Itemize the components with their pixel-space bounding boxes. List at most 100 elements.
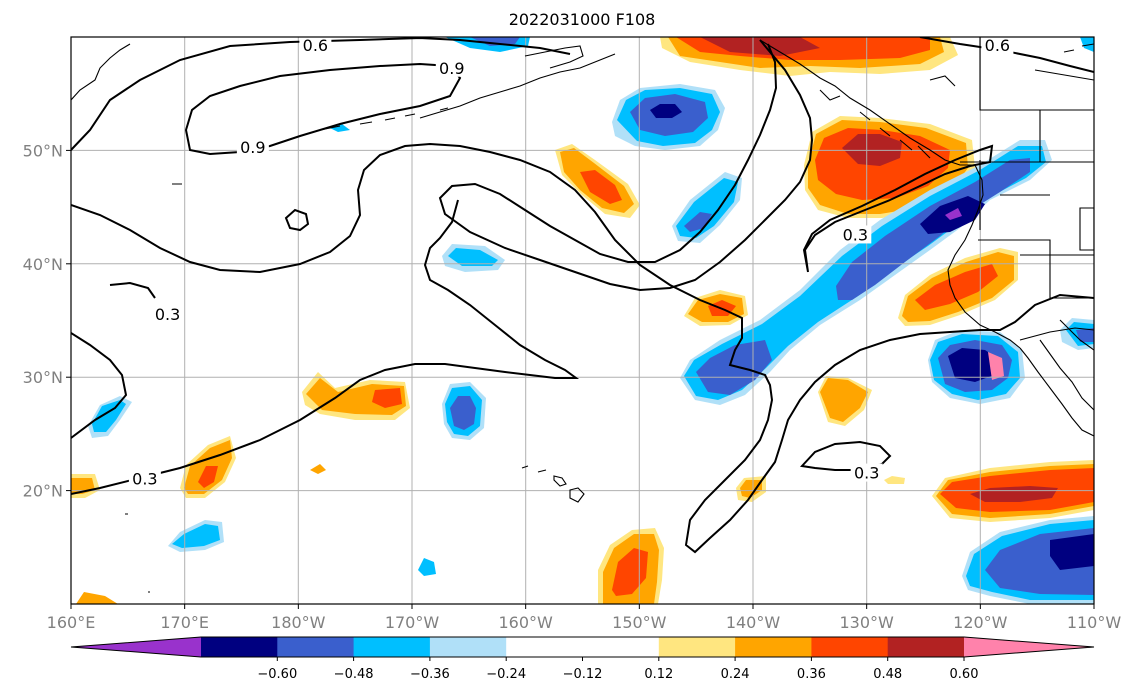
colorbar-label: −0.24	[486, 667, 526, 682]
y-tick-label: 50°N	[23, 141, 63, 160]
map-panel: 0.6 0.9 0.6 0.9 0.3 0.3 0.3 0.3 160°E 170°E 180°W…	[23, 36, 1122, 632]
colorbar-segment	[811, 637, 889, 657]
contour-label: 0.3	[155, 305, 180, 324]
y-axis: 20°N 30°N 40°N 50°N	[23, 141, 71, 501]
colorbar-label: 0.36	[797, 667, 826, 682]
colorbar-segment	[429, 637, 507, 657]
colorbar-segment	[277, 637, 355, 657]
contour-label-background	[236, 138, 269, 157]
colorbar-label: 0.12	[644, 667, 673, 682]
contour-0.3-west	[71, 332, 128, 439]
colorbar-label: −0.48	[334, 667, 374, 682]
field-blue-band-se	[962, 516, 1094, 604]
contour-label-background	[128, 469, 161, 488]
coastlines	[71, 37, 1094, 593]
coastline-small-islands	[125, 183, 182, 593]
figure-title: 2022031000 F108	[509, 10, 656, 29]
x-tick-label: 130°W	[839, 613, 894, 632]
colorbar-extend-low	[71, 637, 201, 657]
colorbar-label: −0.36	[410, 667, 450, 682]
coastline-far-ne	[929, 43, 1094, 87]
field-orange-blob-ca	[898, 248, 1018, 326]
contour-0.6-ne	[438, 39, 814, 292]
field-blue-172e	[168, 520, 224, 552]
contour-0.3-south	[799, 440, 892, 471]
coastline-gulf-of-california	[1039, 339, 1094, 411]
contour-0.6-north	[71, 37, 571, 151]
coastline-hawaii	[521, 465, 585, 503]
contour-0.3-small-west	[109, 281, 156, 299]
colorbar-label: −0.60	[257, 667, 297, 682]
colorbar-label: 0.24	[721, 667, 750, 682]
contour-0.3-pnw	[802, 144, 994, 273]
x-tick-label: 140°W	[726, 613, 781, 632]
contour-label-background	[151, 304, 184, 323]
grid-lines	[71, 37, 1094, 604]
colorbar-label: 0.48	[873, 667, 902, 682]
contour-label: 0.6	[303, 36, 328, 55]
y-tick-label: 40°N	[23, 255, 63, 274]
field-blue-small-40n	[442, 244, 505, 272]
contour-label-background	[981, 37, 1014, 55]
colorbar-segment	[582, 637, 660, 657]
colorbar-label: 0.60	[950, 667, 979, 682]
contour-0.3-main	[71, 142, 1094, 554]
contour-0.9-ring	[284, 208, 310, 232]
field-orange-small-28n	[818, 376, 872, 426]
field-orange-band-30n	[302, 372, 410, 420]
field-orange-blob-gulf	[555, 144, 640, 218]
x-axis: 160°E 170°E 180°W 170°W 160°W 150°W 140°W 130°W…	[47, 604, 1122, 632]
contour-label-background	[299, 37, 332, 55]
colorbar-extend-high	[964, 637, 1094, 657]
colorbar-label: −0.12	[563, 667, 603, 682]
field-red-blob-pnw	[804, 116, 975, 218]
colorbar-outline	[70, 636, 1095, 658]
contour-label: 0.9	[439, 59, 464, 78]
y-tick-label: 20°N	[23, 482, 63, 501]
contour-label-background	[850, 463, 883, 482]
contour-lines	[71, 37, 1094, 554]
border-canada-provinces	[979, 37, 1094, 162]
coastline-alaska-peninsula	[524, 45, 584, 69]
colorbar-segment	[887, 637, 965, 657]
contour-label: 0.9	[240, 138, 265, 157]
x-tick-label: 160°W	[498, 613, 553, 632]
border-states	[978, 160, 1094, 299]
coastline-bc	[759, 39, 975, 166]
x-tick-label: 170°E	[160, 613, 209, 632]
colorbar-segment	[735, 637, 812, 657]
coastline-mexico	[1059, 319, 1094, 351]
contour-label-background	[435, 58, 468, 77]
field-orange-167e	[180, 436, 236, 498]
field-blue-blob-north	[612, 84, 725, 150]
x-tick-label: 170°W	[385, 613, 440, 632]
x-tick-label: 110°W	[1067, 613, 1122, 632]
x-tick-label: 150°W	[612, 613, 667, 632]
y-tick-label: 30°N	[23, 368, 63, 387]
contour-label-background	[839, 225, 872, 244]
contour-label: 0.6	[985, 36, 1010, 55]
field-blue-blob-socal	[928, 330, 1025, 404]
coastline-bc-islands	[819, 89, 931, 159]
coastline-kamchatka	[71, 43, 131, 101]
x-tick-label: 120°W	[953, 613, 1008, 632]
shaded-fields	[71, 37, 1094, 604]
field-blue-streak-gulf	[672, 172, 742, 243]
colorbar-segment	[201, 637, 278, 657]
coastline-aleutians	[419, 53, 616, 119]
map-frame	[70, 36, 1095, 605]
colorbar-segment	[353, 637, 431, 657]
field-blue-band-diagonal	[680, 140, 1052, 405]
field-alaska-positive	[660, 37, 958, 76]
contour-labels: 0.6 0.9 0.6 0.9 0.3 0.3 0.3 0.3	[128, 36, 1014, 488]
x-tick-label: 160°E	[47, 613, 96, 632]
field-blue-blob-30n	[442, 382, 486, 440]
x-tick-label: 180°W	[271, 613, 326, 632]
contour-0.6-ne-right	[919, 37, 1094, 73]
field-blue-162e	[88, 396, 132, 438]
border-us-mexico	[1019, 327, 1094, 341]
contour-label: 0.3	[843, 225, 868, 244]
contour-0.3-sw	[71, 199, 580, 495]
coastline-baja	[1019, 347, 1094, 437]
